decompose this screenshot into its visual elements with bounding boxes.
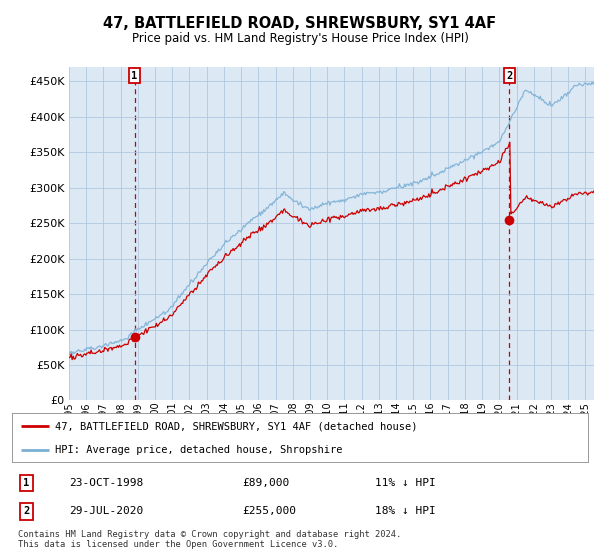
Text: £255,000: £255,000: [242, 506, 296, 516]
Text: £89,000: £89,000: [242, 478, 290, 488]
Text: 2: 2: [506, 71, 512, 81]
Text: 23-OCT-1998: 23-OCT-1998: [70, 478, 144, 488]
Text: 47, BATTLEFIELD ROAD, SHREWSBURY, SY1 4AF (detached house): 47, BATTLEFIELD ROAD, SHREWSBURY, SY1 4A…: [55, 421, 418, 431]
Text: 18% ↓ HPI: 18% ↓ HPI: [375, 506, 436, 516]
Text: 11% ↓ HPI: 11% ↓ HPI: [375, 478, 436, 488]
Text: 1: 1: [131, 71, 138, 81]
Text: 47, BATTLEFIELD ROAD, SHREWSBURY, SY1 4AF: 47, BATTLEFIELD ROAD, SHREWSBURY, SY1 4A…: [103, 16, 497, 31]
Text: 29-JUL-2020: 29-JUL-2020: [70, 506, 144, 516]
Text: 1: 1: [23, 478, 29, 488]
Text: Price paid vs. HM Land Registry's House Price Index (HPI): Price paid vs. HM Land Registry's House …: [131, 32, 469, 45]
Text: 2: 2: [23, 506, 29, 516]
Text: Contains HM Land Registry data © Crown copyright and database right 2024.
This d: Contains HM Land Registry data © Crown c…: [18, 530, 401, 549]
Text: HPI: Average price, detached house, Shropshire: HPI: Average price, detached house, Shro…: [55, 445, 343, 455]
